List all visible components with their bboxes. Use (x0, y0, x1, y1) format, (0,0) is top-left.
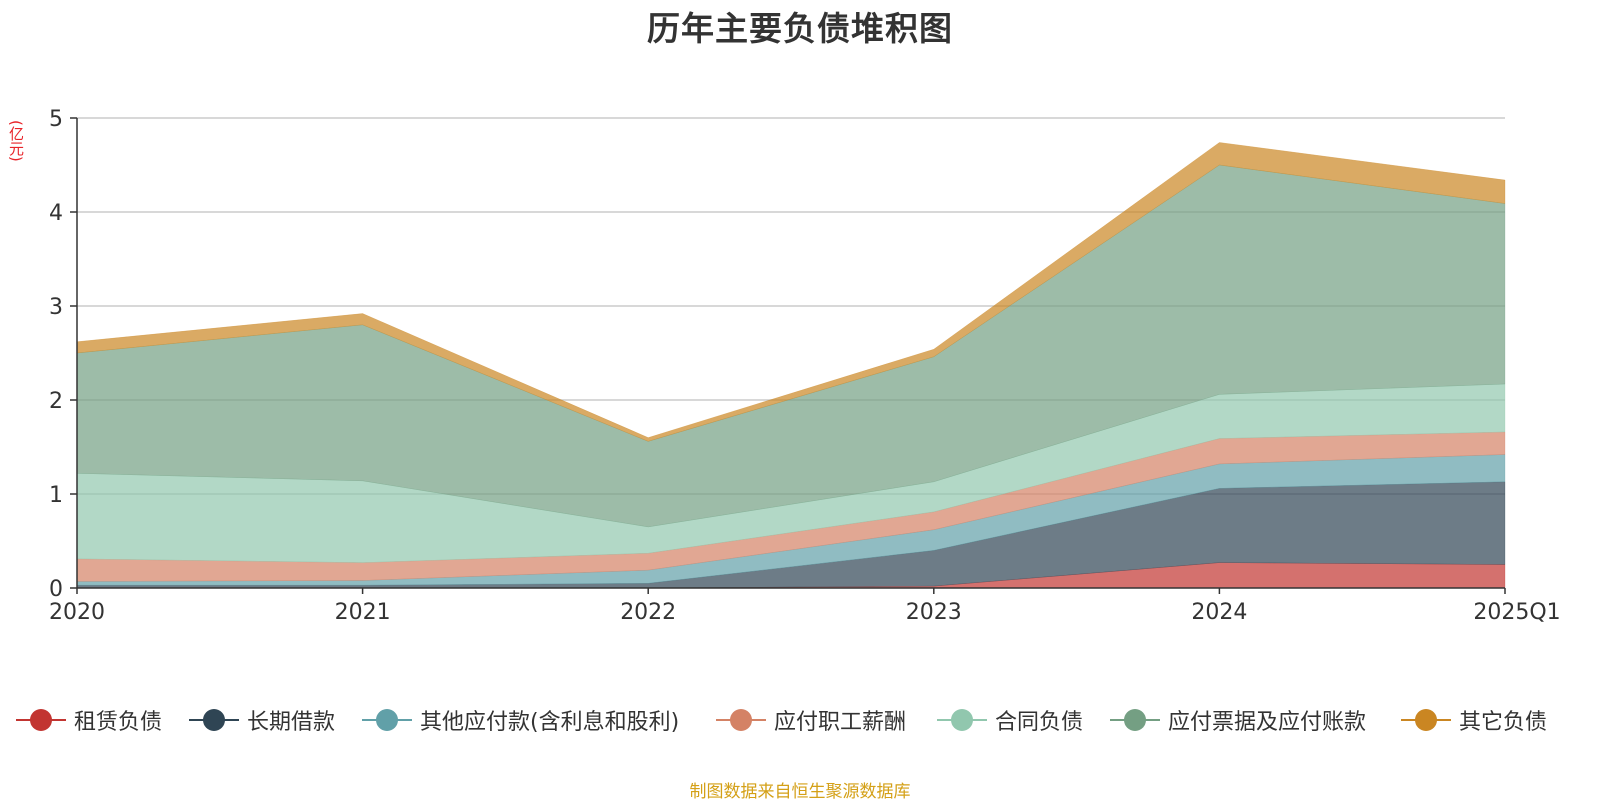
legend-marker (1401, 702, 1451, 738)
x-tick-label: 2022 (620, 600, 676, 625)
x-tick-label: 2023 (906, 600, 962, 625)
legend-label: 其它负债 (1459, 710, 1548, 735)
area-series (76, 142, 1506, 589)
legend-marker-dot (1415, 709, 1437, 731)
y-tick-label: 1 (49, 483, 63, 508)
legend-marker-dot (30, 709, 52, 731)
x-tick-label: 2020 (49, 600, 105, 625)
legend-item-2[interactable]: 长期借款 (189, 702, 335, 738)
y-tick-label: 2 (49, 389, 63, 414)
legend-marker-dot (376, 709, 398, 731)
legend-label: 应付职工薪酬 (774, 710, 907, 735)
y-axis-tick-labels: 0 1 2 3 4 5 (49, 107, 63, 602)
legend-label: 合同负债 (995, 710, 1084, 735)
legend-marker (937, 702, 987, 738)
legend-label: 租赁负债 (74, 710, 163, 735)
legend-label: 其他应付款(含利息和股利) (420, 710, 680, 735)
legend-item-6[interactable]: 应付票据及应付账款 (1110, 702, 1366, 738)
y-tick-label: 4 (49, 201, 63, 226)
chart-title: 历年主要负债堆积图 (647, 9, 953, 48)
legend-marker-dot (1124, 709, 1146, 731)
stacked-area-chart: 0 1 2 3 4 5 2020 2021 2022 2023 2024 2025Q1 (49, 107, 1561, 625)
y-tick-label: 3 (49, 295, 63, 320)
legend-marker-dot (730, 709, 752, 731)
y-axis-unit-label: (亿元) (7, 120, 25, 162)
x-tick-label: 2025Q1 (1473, 600, 1560, 625)
legend-marker (716, 702, 766, 738)
legend-item-4[interactable]: 应付职工薪酬 (716, 702, 906, 738)
axes (70, 117, 1506, 594)
legend: 租赁负债 长期借款 其他应付款(含利息和股利) 应付职工薪酬 合同负债 应付票据及应付账款… (0, 702, 1600, 738)
legend-marker (1110, 702, 1160, 738)
legend-marker-dot (951, 709, 973, 731)
legend-label: 应付票据及应付账款 (1168, 710, 1367, 735)
legend-marker (16, 702, 66, 738)
legend-marker-dot (203, 709, 225, 731)
x-axis-tick-labels: 2020 2021 2022 2023 2024 2025Q1 (49, 600, 1561, 625)
source-note: 制图数据来自恒生聚源数据库 (689, 782, 911, 802)
legend-label: 长期借款 (247, 710, 336, 735)
legend-item-7[interactable]: 其它负债 (1401, 702, 1547, 738)
legend-marker (189, 702, 239, 738)
area-series-7[interactable] (76, 142, 1506, 442)
legend-marker (362, 702, 412, 738)
y-tick-label: 0 (49, 577, 63, 602)
x-tick-label: 2024 (1191, 600, 1247, 625)
legend-item-1[interactable]: 租赁负债 (16, 702, 162, 738)
legend-item-5[interactable]: 合同负债 (937, 702, 1083, 738)
legend-item-3[interactable]: 其他应付款(含利息和股利) (362, 702, 679, 738)
x-tick-label: 2021 (335, 600, 391, 625)
y-tick-label: 5 (49, 107, 63, 132)
